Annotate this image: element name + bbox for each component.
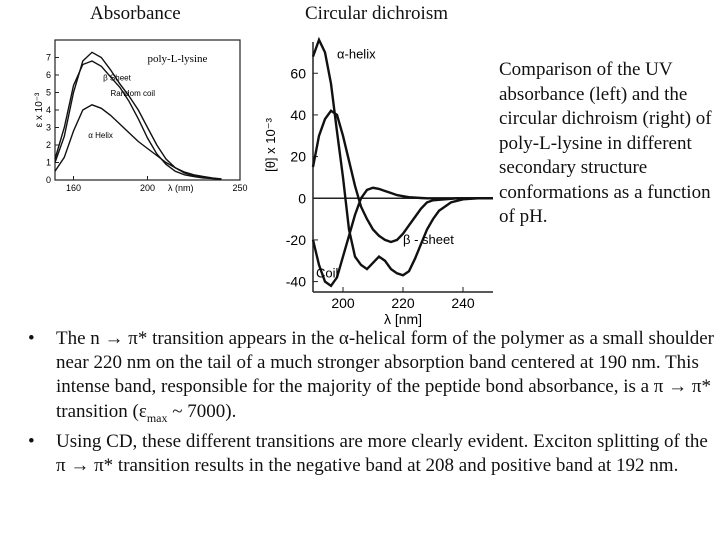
y-tick-label: 20 xyxy=(290,149,306,165)
absorbance-chart-title: Absorbance xyxy=(90,3,181,24)
y-tick-label: 6 xyxy=(46,70,51,80)
y-axis-label: [θ] x 10⁻³ xyxy=(263,117,278,171)
y-tick-label: 60 xyxy=(290,65,306,81)
y-axis-label: ε x 10⁻³ xyxy=(34,92,45,127)
bullet-dot: • xyxy=(28,328,35,349)
absorbance-chart: 0 1 2 3 4 5 6 7 160 200 250 ε x 10⁻³ λ (nm) poly-L-ly… xyxy=(34,39,248,193)
x-tick-label: 160 xyxy=(66,183,81,193)
y-tick-label: 1 xyxy=(46,158,51,168)
x-tick-label: 220 xyxy=(391,295,415,311)
bullet-item: • The n → π* transition appears in the α-… xyxy=(28,327,718,430)
x-tick-label: 200 xyxy=(331,295,355,311)
series-line-coil xyxy=(311,186,493,288)
subscript-text: max xyxy=(146,410,168,425)
series-line-helix xyxy=(311,36,493,277)
bullet-text: Using CD, these different transitions ar… xyxy=(56,430,708,476)
y-tick-label: 0 xyxy=(298,190,306,206)
x-tick-label: 200 xyxy=(140,183,155,193)
y-tick-label: 40 xyxy=(290,107,306,123)
x-axis-label: λ (nm) xyxy=(168,183,194,193)
bullet-text: ~ 7000). xyxy=(167,400,237,422)
x-tick-label: 250 xyxy=(232,183,247,193)
bullet-dot: • xyxy=(28,430,35,452)
annotation-sheet: β Sheet xyxy=(103,73,132,82)
annotation-random-coil: Random coil xyxy=(111,89,156,98)
y-tick-label: -40 xyxy=(286,274,306,290)
annotation-helix: α-helix xyxy=(337,47,376,62)
annotation-sheet: β - sheet xyxy=(403,232,454,247)
series-line-helix xyxy=(54,104,222,180)
x-tick-label: 240 xyxy=(451,295,475,311)
y-tick-label: -20 xyxy=(286,232,306,248)
legend-label: poly-L-lysine xyxy=(148,53,208,65)
annotation-coil: Coil xyxy=(316,265,339,280)
bullet-text: The n → π* transition appears in the α-h… xyxy=(56,328,714,422)
y-tick-label: 5 xyxy=(46,88,51,98)
y-tick-label: 4 xyxy=(46,105,51,115)
x-axis-label: λ [nm] xyxy=(384,311,422,327)
bullet-item: • Using CD, these different transitions a… xyxy=(28,430,718,478)
series-line-random-coil xyxy=(54,60,222,180)
series-line-sheet xyxy=(54,51,222,180)
annotation-helix: α Helix xyxy=(88,131,113,140)
y-tick-label: 2 xyxy=(46,140,51,150)
caption-text: Comparison of the UV absorbance (left) a… xyxy=(499,59,712,227)
y-tick-label: 7 xyxy=(46,53,51,63)
series-line-sheet xyxy=(311,109,493,244)
bullet-list: • The n → π* transition appears in the α-… xyxy=(28,327,718,478)
y-tick-label: 0 xyxy=(46,175,51,185)
y-tick-label: 3 xyxy=(46,123,51,133)
figure-caption: Comparison of the UV absorbance (left) a… xyxy=(499,58,714,230)
cd-chart-title: Circular dichroism xyxy=(305,3,448,24)
